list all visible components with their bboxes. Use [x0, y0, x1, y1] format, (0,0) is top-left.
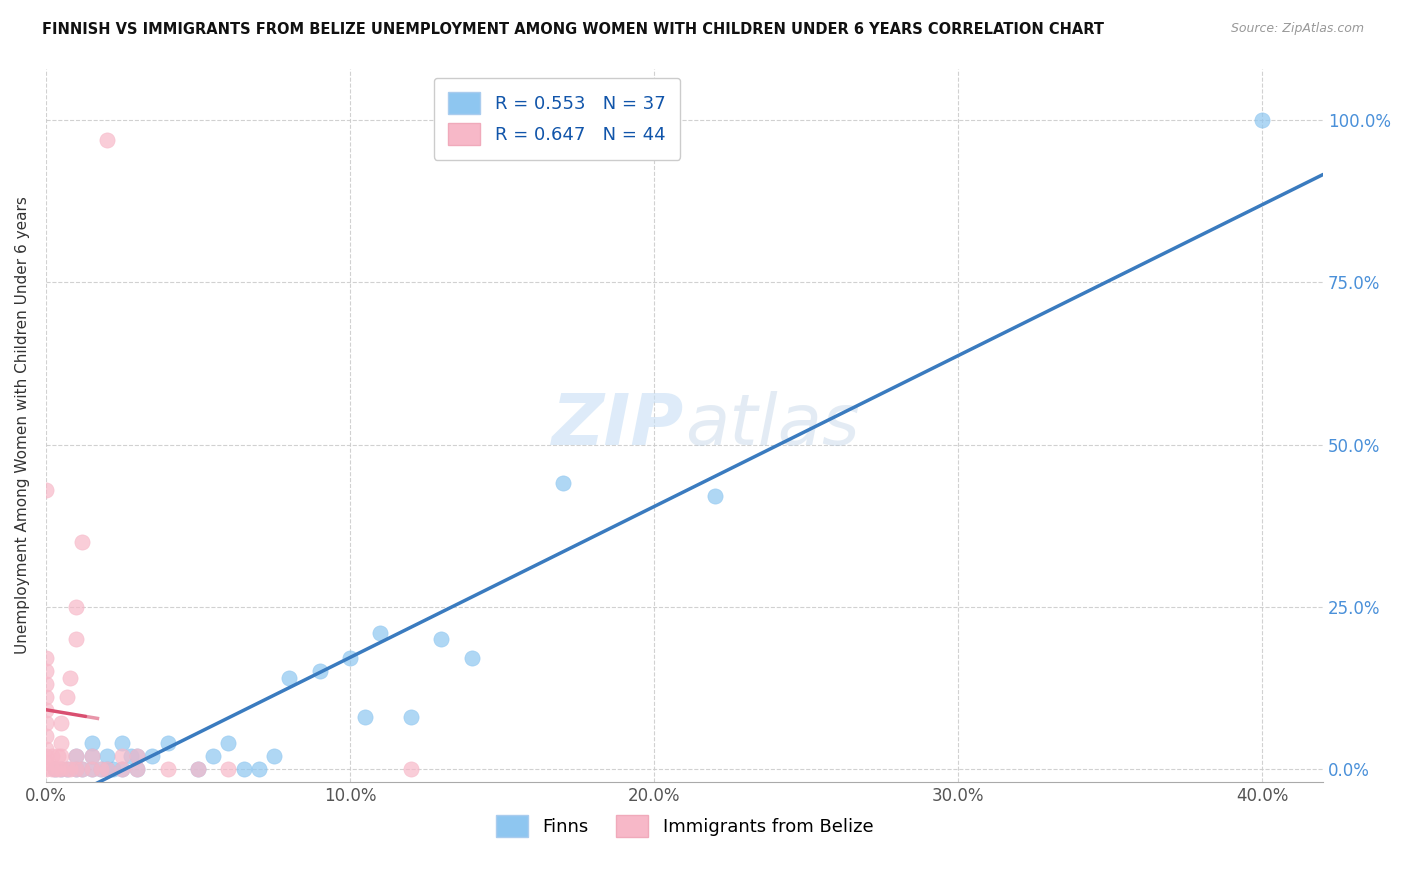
Point [308, 665, 330, 679]
Point [127, 762, 149, 776]
Point [35, 729, 58, 743]
Point [35, 716, 58, 731]
Point [217, 736, 239, 750]
Point [65, 748, 87, 763]
Text: ZIP: ZIP [553, 391, 685, 459]
Point [141, 748, 163, 763]
Point [1251, 113, 1274, 128]
Point [370, 625, 392, 640]
Point [35, 665, 58, 679]
Point [35, 483, 58, 497]
Point [44, 762, 66, 776]
Point [127, 748, 149, 763]
Point [551, 476, 574, 491]
Point [35, 677, 58, 691]
Point [56, 762, 79, 776]
Point [111, 762, 134, 776]
Point [65, 632, 87, 646]
Point [65, 599, 87, 614]
Point [80, 736, 103, 750]
Point [399, 710, 422, 724]
Point [41, 748, 63, 763]
Point [339, 651, 361, 665]
Point [80, 748, 103, 763]
Point [35, 756, 58, 770]
Point [263, 748, 285, 763]
Point [96, 762, 118, 776]
Text: FINNISH VS IMMIGRANTS FROM BELIZE UNEMPLOYMENT AMONG WOMEN WITH CHILDREN UNDER 6: FINNISH VS IMMIGRANTS FROM BELIZE UNEMPL… [42, 22, 1104, 37]
Point [72, 762, 94, 776]
Point [187, 762, 209, 776]
Point [187, 762, 209, 776]
Point [56, 762, 79, 776]
Point [217, 762, 239, 776]
Point [56, 690, 79, 705]
Point [278, 671, 301, 685]
Point [460, 651, 482, 665]
Point [156, 762, 179, 776]
Point [96, 748, 118, 763]
Point [80, 748, 103, 763]
Point [44, 762, 66, 776]
Point [59, 762, 82, 776]
Point [51, 762, 73, 776]
Point [46, 748, 69, 763]
Point [35, 651, 58, 665]
Y-axis label: Unemployment Among Women with Children Under 6 years: Unemployment Among Women with Children U… [15, 196, 30, 654]
Point [51, 762, 73, 776]
Point [354, 710, 377, 724]
Point [430, 632, 453, 646]
Point [96, 762, 118, 776]
Point [111, 736, 134, 750]
Text: atlas: atlas [685, 391, 859, 459]
Point [65, 748, 87, 763]
Point [247, 762, 270, 776]
Point [80, 762, 103, 776]
Point [96, 133, 118, 147]
Point [51, 716, 73, 731]
Legend: Finns, Immigrants from Belize: Finns, Immigrants from Belize [488, 807, 880, 844]
Point [65, 762, 87, 776]
Point [51, 736, 73, 750]
Point [120, 748, 142, 763]
Point [399, 762, 422, 776]
Point [156, 736, 179, 750]
Point [90, 762, 112, 776]
Point [232, 762, 254, 776]
Point [59, 671, 82, 685]
Point [35, 690, 58, 705]
Point [111, 748, 134, 763]
Point [704, 490, 727, 504]
Point [101, 762, 124, 776]
Point [35, 742, 58, 756]
Text: Source: ZipAtlas.com: Source: ZipAtlas.com [1230, 22, 1364, 36]
Point [202, 748, 225, 763]
Point [111, 762, 134, 776]
Point [72, 534, 94, 549]
Point [35, 748, 58, 763]
Point [41, 762, 63, 776]
Point [46, 762, 69, 776]
Point [127, 748, 149, 763]
Point [80, 762, 103, 776]
Point [65, 762, 87, 776]
Point [90, 762, 112, 776]
Point [51, 748, 73, 763]
Point [72, 762, 94, 776]
Point [35, 703, 58, 717]
Point [35, 762, 58, 776]
Point [127, 762, 149, 776]
